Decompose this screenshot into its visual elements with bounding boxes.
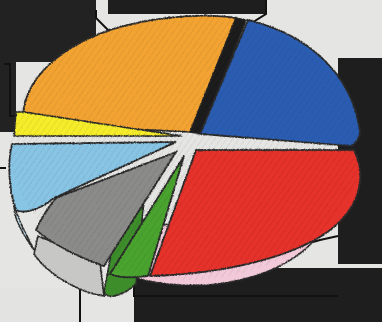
side-gray bbox=[33, 234, 105, 297]
label-box-right-middle bbox=[338, 234, 382, 264]
label-box-top-center bbox=[108, 0, 266, 14]
bottom-left-paper bbox=[0, 288, 80, 322]
label-box-left bbox=[0, 62, 16, 132]
leader-line-green bbox=[133, 286, 338, 297]
leader-line-orange bbox=[95, 10, 113, 35]
side-lightblue bbox=[13, 205, 35, 251]
leader-line-black bbox=[249, 0, 267, 25]
pencil-texture bbox=[10, 16, 362, 280]
